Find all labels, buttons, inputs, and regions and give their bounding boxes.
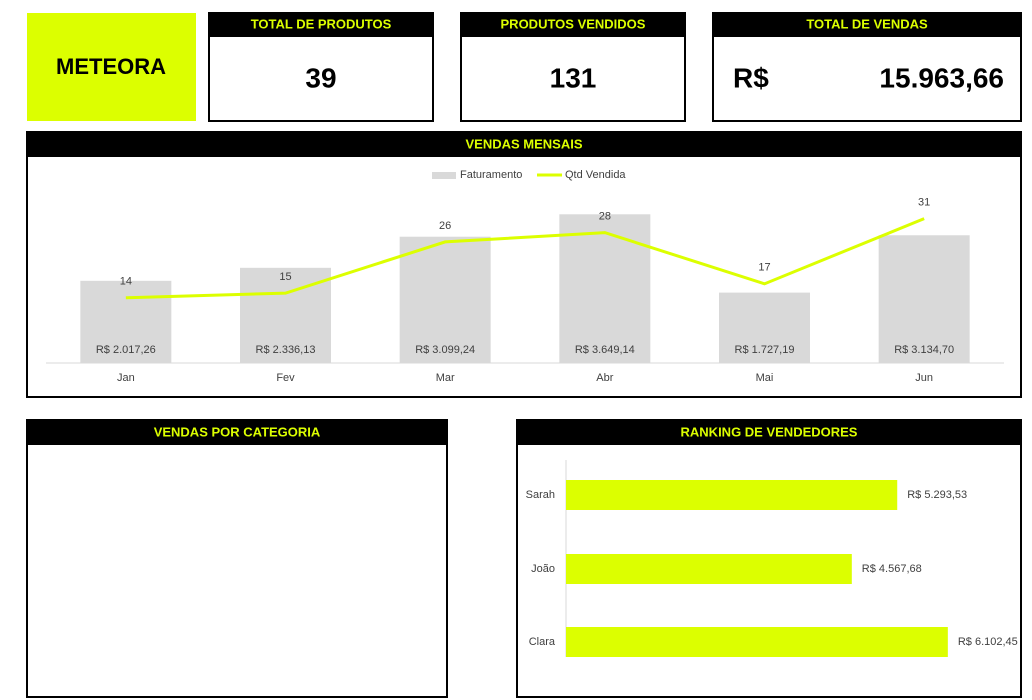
y-tick-label: Clara (529, 636, 556, 648)
line-value-label: 26 (439, 220, 451, 232)
y-tick-label: Sarah (526, 489, 555, 501)
bar-value-label: R$ 2.336,13 (256, 344, 316, 356)
legend-label: Qtd Vendida (565, 169, 626, 181)
kpi-card: PRODUTOS VENDIDOS 131 (460, 12, 686, 122)
bar (719, 292, 810, 363)
panel-title: VENDAS MENSAIS (465, 136, 582, 151)
bar-value-label: R$ 3.649,14 (575, 344, 635, 356)
line-value-label: 31 (918, 197, 930, 209)
line-value-label: 17 (758, 262, 770, 274)
panel (26, 419, 448, 698)
bar-value-label: R$ 3.134,70 (894, 344, 954, 356)
bar-value-label: R$ 5.293,53 (907, 489, 967, 501)
bar (559, 214, 651, 363)
bar (566, 480, 898, 510)
kpi-card: TOTAL DE PRODUTOS 39 (208, 12, 434, 122)
y-tick-label: João (531, 563, 555, 575)
legend-swatch (432, 172, 456, 179)
panel-header (27, 420, 447, 445)
bar-value-label: R$ 1.727,19 (735, 344, 795, 356)
kpi-card: TOTAL DE VENDAS R$ 15.963,66 (712, 12, 1022, 122)
bar-value-label: R$ 4.567,68 (862, 563, 922, 575)
bar (80, 280, 172, 363)
x-tick-label: Fev (276, 372, 295, 384)
bar-value-label: R$ 2.017,26 (96, 344, 156, 356)
line-value-label: 15 (279, 271, 291, 283)
x-tick-label: Mar (436, 372, 455, 384)
brand: METEORA (56, 54, 166, 79)
line (125, 217, 925, 300)
bar (566, 627, 948, 657)
panel-header (517, 420, 1021, 445)
kpi-title: PRODUTOS VENDIDOS (501, 16, 646, 31)
panel-title: VENDAS POR CATEGORIA (154, 424, 321, 439)
x-tick-label: Mai (756, 372, 774, 384)
x-tick-label: Abr (596, 372, 613, 384)
kpi-title: TOTAL DE VENDAS (806, 16, 928, 31)
kpi-currency: R$ (733, 62, 769, 93)
x-tick-label: Jun (915, 372, 933, 384)
brand-box (27, 13, 196, 121)
line-value-label: 28 (599, 211, 611, 223)
legend-label: Faturamento (460, 169, 522, 181)
kpi-value: 15.963,66 (879, 62, 1004, 93)
kpi-value: 131 (550, 62, 597, 93)
bar (399, 236, 491, 363)
x-tick-label: Jan (117, 372, 135, 384)
bar-value-label: R$ 3.099,24 (415, 344, 475, 356)
kpi-title: TOTAL DE PRODUTOS (251, 16, 392, 31)
panel-title: RANKING DE VENDEDORES (681, 424, 858, 439)
bar (566, 554, 852, 584)
kpi-value: 39 (305, 62, 336, 93)
bar-value-label: R$ 6.102,45 (958, 636, 1018, 648)
bar (878, 235, 970, 363)
panel-header (27, 132, 1021, 157)
panel (26, 131, 1022, 398)
line-value-label: 14 (120, 276, 132, 288)
